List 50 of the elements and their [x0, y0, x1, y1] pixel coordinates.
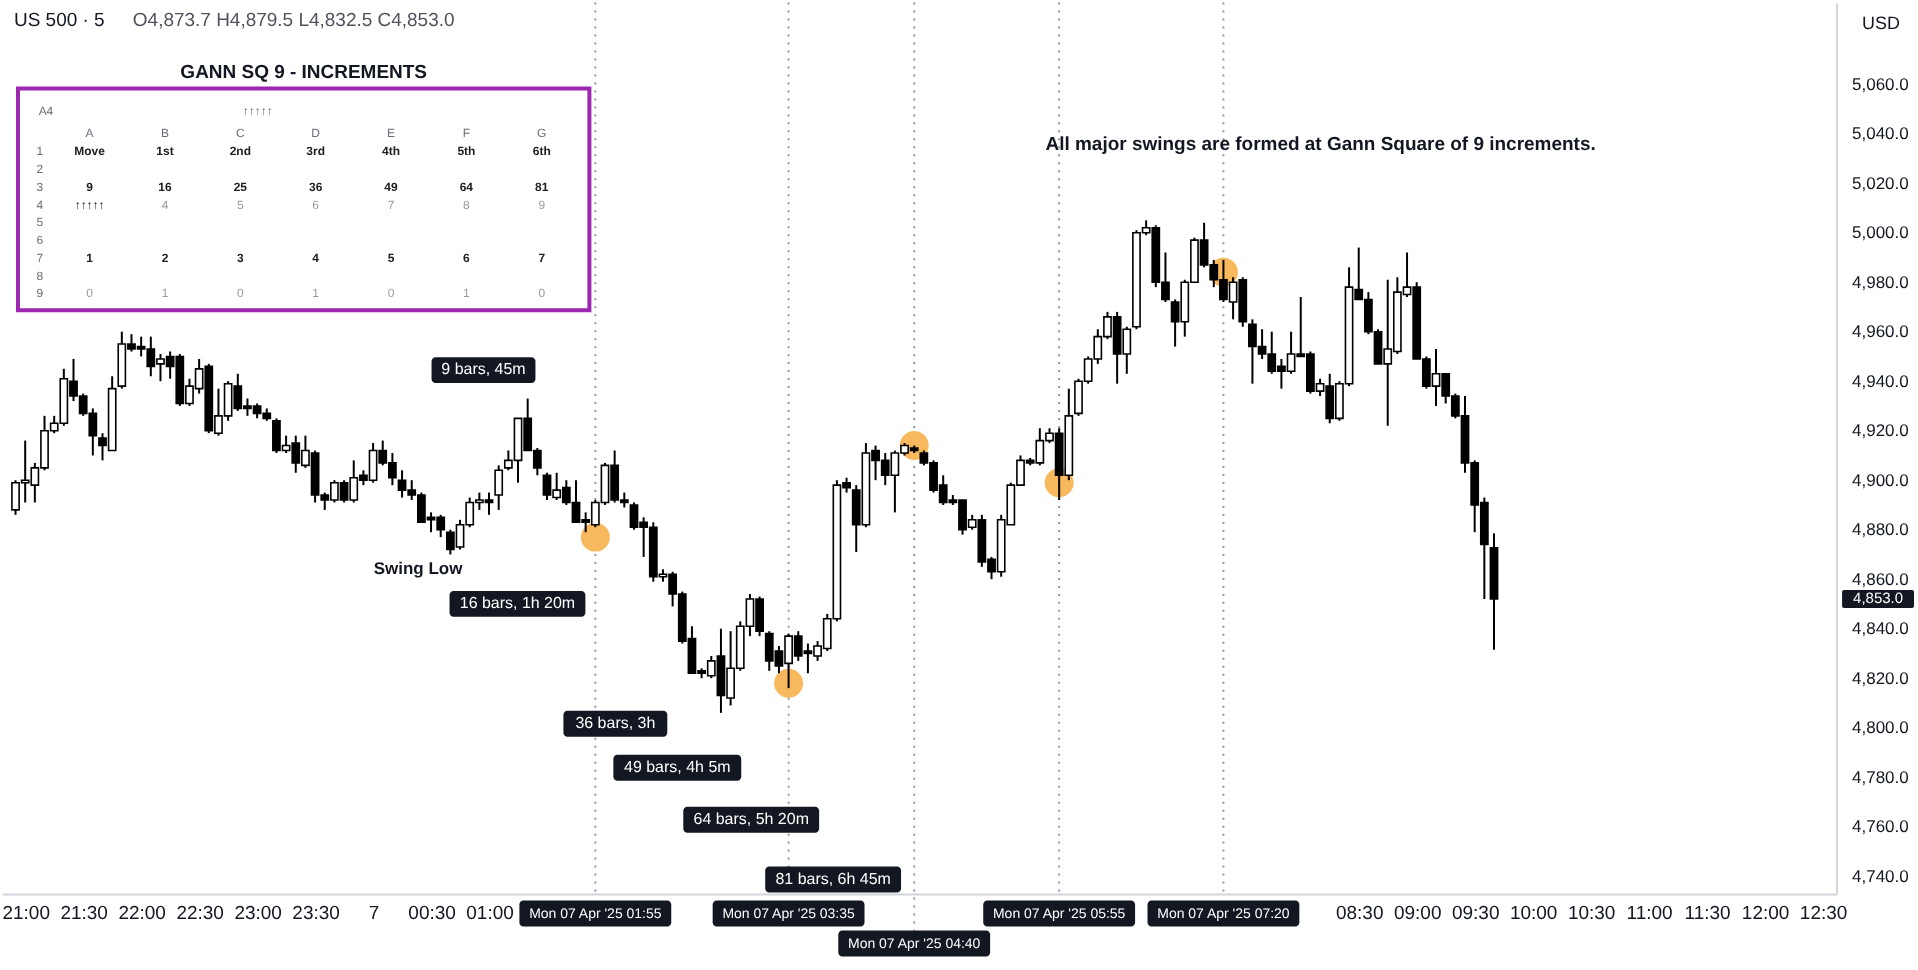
x-tick-label: 7	[368, 902, 380, 925]
x-tick-label: 11:30	[1684, 902, 1731, 925]
x-tick-label: 23:00	[234, 902, 282, 925]
y-tick-label: 4,840.0	[1852, 618, 1910, 639]
candlestick	[494, 464, 504, 511]
y-tick-label: 4,900.0	[1852, 469, 1910, 490]
y-tick-label: 4,920.0	[1852, 420, 1910, 441]
x-tick-label: 12:00	[1741, 902, 1790, 925]
y-tick-label: 5,060.0	[1852, 73, 1910, 94]
annotation: 9 bars, 45m	[441, 360, 527, 379]
y-tick-label: 4,740.0	[1852, 865, 1910, 886]
y-tick-label: 5,040.0	[1852, 123, 1910, 144]
y-tick-label: 4,940.0	[1852, 370, 1910, 391]
y-tick-label: 4,960.0	[1852, 321, 1910, 342]
x-tick-label: 01:00	[466, 902, 514, 925]
x-tick-label: 10:00	[1509, 902, 1558, 925]
x-tick-label: 22:00	[118, 902, 166, 925]
annotation: 36 bars, 3h	[575, 713, 656, 732]
y-tick-label: 4,860.0	[1852, 568, 1910, 589]
annotation: All major swings are formed at Gann Square of 9 increments.	[1045, 134, 1596, 157]
x-tick-label: 21:00	[2, 902, 50, 925]
y-tick-label: 4,780.0	[1852, 766, 1910, 787]
y-tick-label: 4,800.0	[1852, 717, 1910, 738]
y-tick-label: 4,980.0	[1852, 271, 1910, 292]
y-axis-title: USD	[1862, 13, 1902, 34]
x-tick-label: 09:30	[1451, 902, 1500, 925]
y-tick-label: 4,760.0	[1852, 816, 1910, 837]
x-tick-label: 22:30	[176, 902, 224, 925]
x-tick-label: 10:30	[1567, 902, 1616, 925]
x-tick-label: 23:30	[292, 902, 340, 925]
x-tick-label: 12:30	[1799, 902, 1848, 925]
y-tick-label: 5,020.0	[1852, 172, 1910, 193]
x-tick-label: 09:00	[1393, 902, 1442, 925]
x-tick-label: 11:00	[1626, 902, 1673, 925]
x-tick-label: 00:30	[408, 902, 456, 925]
annotation: 81 bars, 6h 45m	[775, 869, 892, 888]
annotation: GANN SQ 9 - INCREMENTS	[180, 62, 427, 85]
point	[580, 522, 610, 552]
point	[774, 668, 804, 698]
y-tick-label: 5,000.0	[1852, 222, 1910, 243]
chart-title: US 500 · 5	[13, 10, 105, 33]
annotation: 16 bars, 1h 20m	[459, 593, 576, 612]
annotation: 64 bars, 5h 20m	[693, 809, 810, 828]
x-tick-label: 08:30	[1335, 902, 1384, 925]
annotation: 49 bars, 4h 5m	[624, 757, 732, 776]
x-tick-label: 21:30	[60, 902, 108, 925]
annotation: Swing Low	[373, 558, 464, 579]
chart-subtitle: O4,873.7 H4,879.5 L4,832.5 C4,853.0	[132, 10, 455, 33]
y-tick-label: 4,880.0	[1852, 519, 1910, 540]
y-tick-label: 4,820.0	[1852, 667, 1910, 688]
